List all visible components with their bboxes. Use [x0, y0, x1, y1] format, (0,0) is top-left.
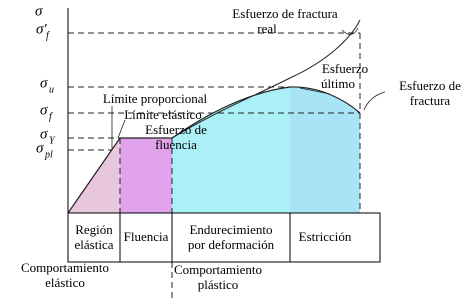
region-label: elástica	[75, 237, 114, 252]
level-subscript: f	[46, 30, 50, 41]
level-symbol: σ	[36, 140, 44, 156]
hardening-region	[172, 87, 290, 213]
annotation: Esfuerzo de	[399, 78, 461, 93]
level-symbol: σ	[40, 75, 48, 91]
necking-region	[290, 86, 360, 213]
behavior-label: Comportamiento	[174, 262, 262, 277]
region-label: Fluencia	[124, 229, 169, 244]
regions	[68, 86, 360, 213]
region-box	[67, 212, 381, 263]
annotation: último	[321, 76, 355, 91]
behavior-label: plástico	[198, 277, 238, 292]
leader	[341, 27, 359, 35]
level-subscript: Y	[49, 135, 56, 146]
behavior-label: Comportamiento	[21, 260, 109, 275]
region-label: Región	[75, 222, 113, 237]
level-symbol: σ'	[36, 21, 47, 37]
level-subscript: u	[49, 84, 54, 95]
annotation: Límite proporcional	[103, 91, 208, 106]
annotation: Límite elástico	[124, 107, 202, 122]
region-label: Endurecimiento	[189, 222, 272, 237]
annotation: fluencia	[155, 137, 197, 152]
axis-label: σ	[35, 3, 43, 19]
level-subscript: pl	[44, 149, 53, 160]
region-label: por deformación	[188, 237, 275, 252]
annotation: real	[257, 21, 277, 36]
behavior-label: elástico	[45, 275, 85, 290]
leaders	[111, 27, 386, 150]
level-symbol: σ	[40, 102, 48, 118]
annotation: Esfuerzo de	[145, 122, 207, 137]
annotation: fractura	[410, 93, 451, 108]
true-curve	[171, 19, 361, 139]
level-subscript: f	[49, 111, 53, 122]
leader	[117, 119, 126, 139]
level-symbol: σ	[40, 126, 48, 142]
region-label: Estricción	[299, 229, 352, 244]
annotation: Esfuerzo de fractura	[232, 6, 338, 21]
leader	[299, 87, 331, 95]
engineering-curve	[67, 86, 361, 214]
annotation: Esfuerzo	[322, 61, 368, 76]
leader	[363, 91, 386, 111]
yield-region	[120, 138, 172, 213]
